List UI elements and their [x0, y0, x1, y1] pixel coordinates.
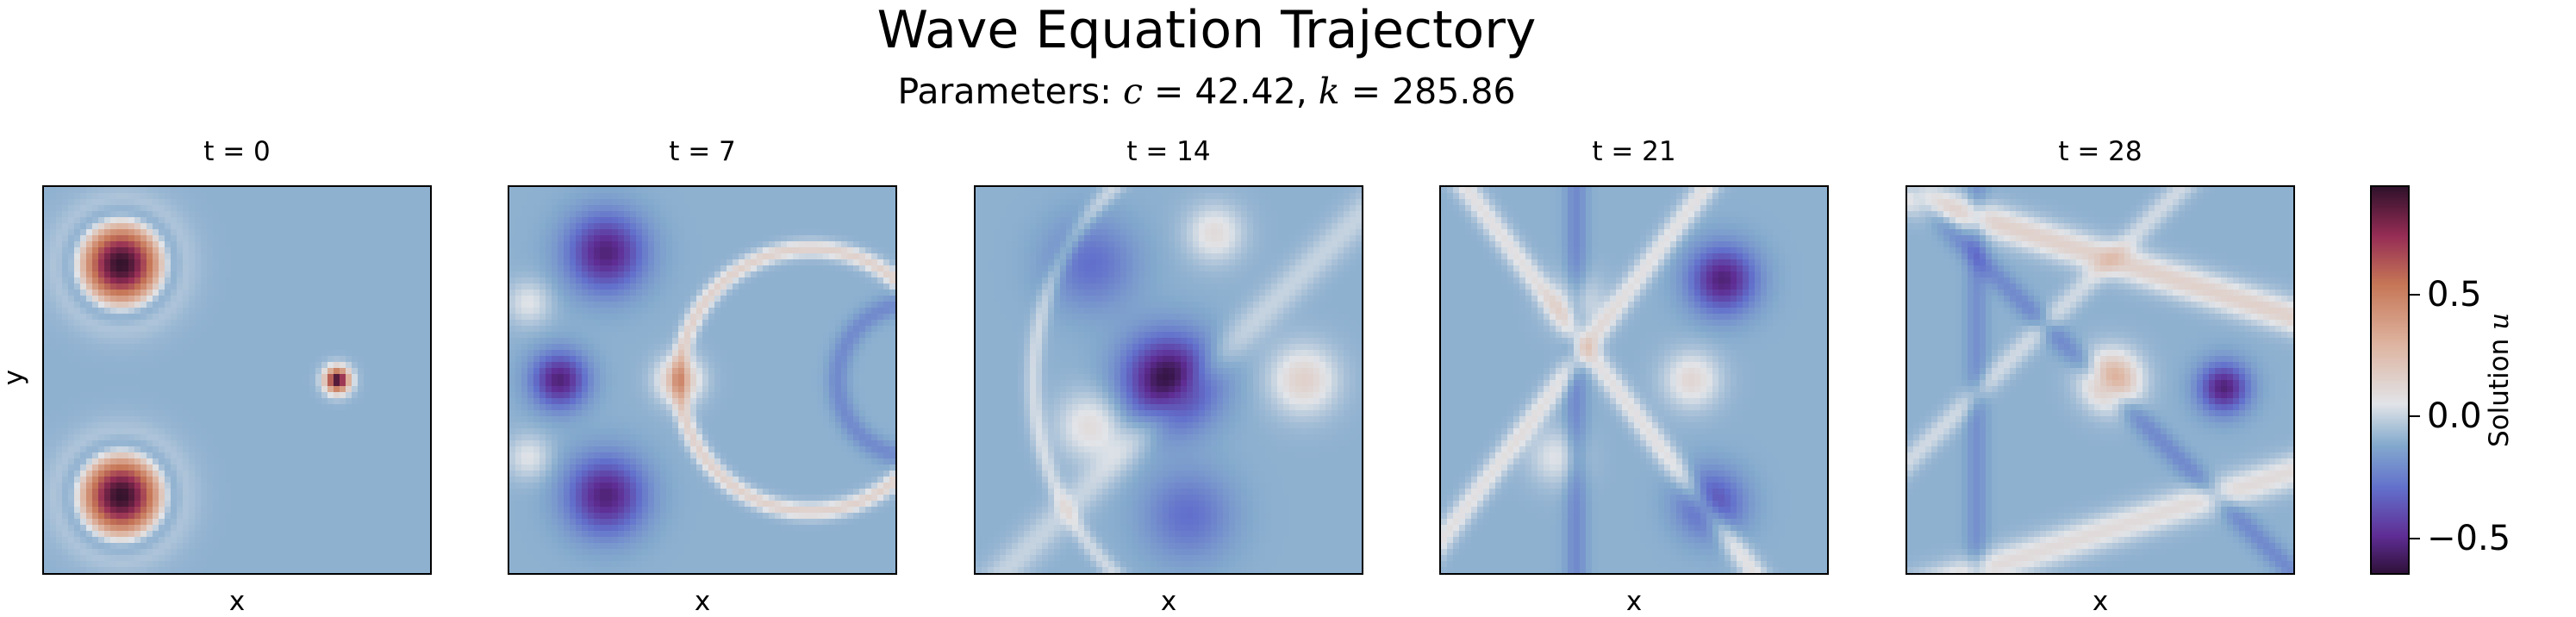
heatmap-panel-1 — [508, 185, 897, 575]
heatmap-canvas-2 — [976, 187, 1362, 573]
heatmap-panel-0 — [42, 185, 432, 575]
panel-title-0: t = 0 — [203, 136, 271, 167]
colorbar-tick-label-0: 0.5 — [2427, 275, 2482, 315]
panel-title-1: t = 7 — [669, 136, 736, 167]
y-axis-label: y — [0, 369, 29, 386]
colorbar — [2370, 185, 2410, 575]
heatmap-canvas-0 — [44, 187, 430, 573]
colorbar-tick-1 — [2410, 415, 2420, 418]
colorbar-tick-label-2: −0.5 — [2427, 518, 2511, 558]
panel-title-2: t = 14 — [1126, 136, 1211, 167]
heatmap-canvas-3 — [1441, 187, 1827, 573]
colorbar-tick-label-1: 0.0 — [2427, 396, 2482, 437]
colorbar-label-prefix: Solution — [2484, 329, 2515, 448]
heatmap-panel-4 — [1905, 185, 2295, 575]
heatmap-canvas-4 — [1907, 187, 2293, 573]
subtitle-prefix: Parameters: — [897, 71, 1123, 112]
panel-title-3: t = 21 — [1592, 136, 1676, 167]
colorbar-label-symbol: u — [2484, 312, 2515, 330]
c-symbol: c — [1122, 71, 1143, 112]
colorbar-label: Solution u — [2484, 313, 2515, 447]
colorbar-tick-2 — [2410, 537, 2420, 539]
x-axis-label-0: x — [228, 586, 246, 617]
heatmap-panel-3 — [1439, 185, 1829, 575]
x-axis-label-1: x — [694, 586, 711, 617]
panel-title-4: t = 28 — [2058, 136, 2143, 167]
x-axis-label-3: x — [1625, 586, 1643, 617]
heatmap-canvas-1 — [509, 187, 895, 573]
k-symbol: k — [1318, 71, 1340, 112]
chart-title: Wave Equation Trajectory — [876, 0, 1537, 60]
c-value: = 42.42, — [1142, 71, 1319, 112]
chart-subtitle: Parameters: c = 42.42, k = 285.86 — [0, 71, 2413, 113]
colorbar-tick-0 — [2410, 294, 2420, 296]
x-axis-label-4: x — [2092, 586, 2109, 617]
colorbar-gradient — [2372, 187, 2408, 573]
heatmap-panel-2 — [974, 185, 1363, 575]
k-value: = 285.86 — [1339, 71, 1516, 112]
x-axis-label-2: x — [1160, 586, 1177, 617]
